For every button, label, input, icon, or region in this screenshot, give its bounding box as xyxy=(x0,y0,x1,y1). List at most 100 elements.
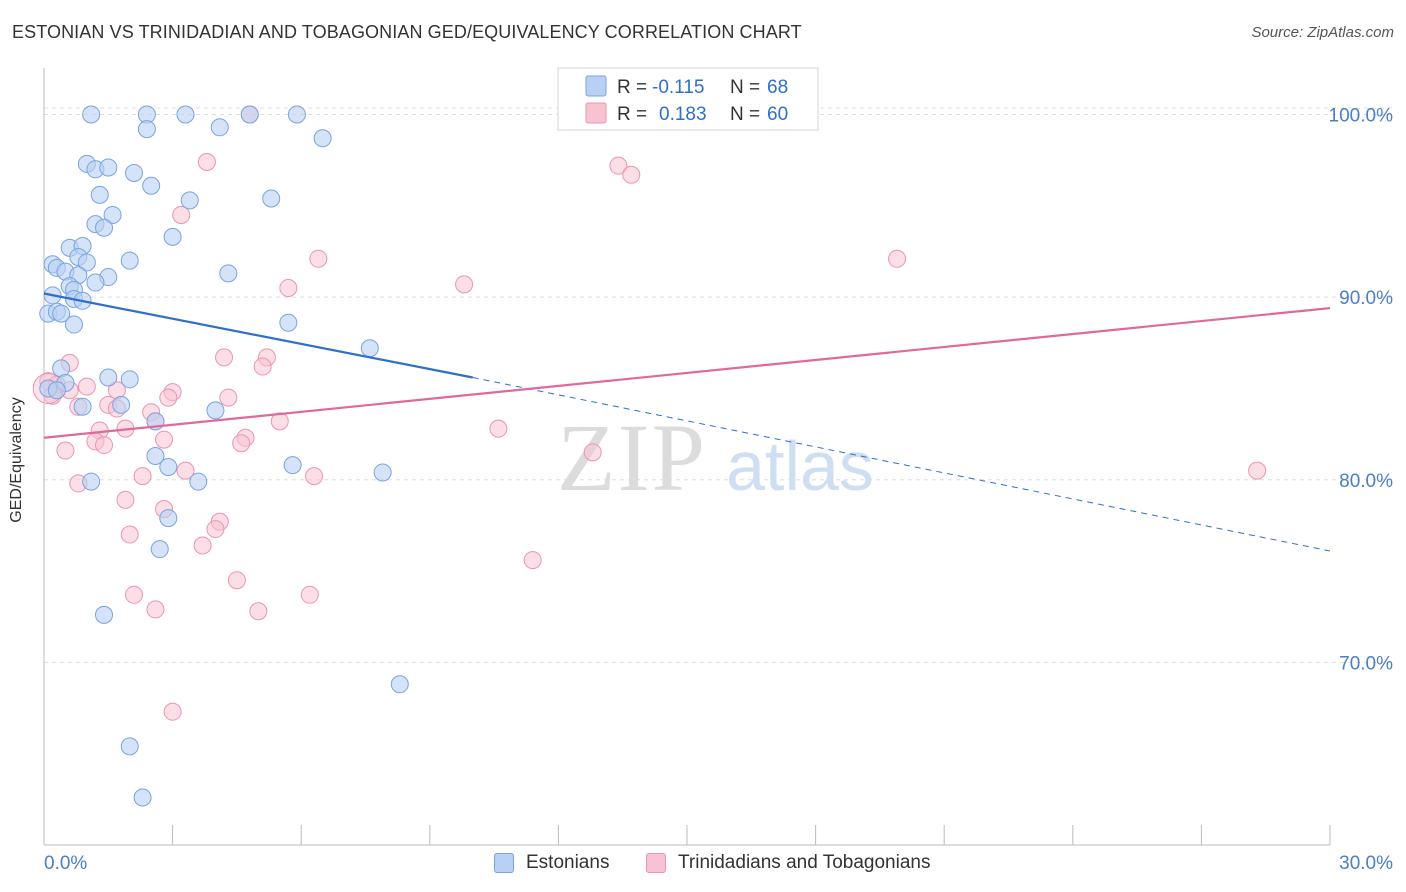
legend-r-value-2: 0.183 xyxy=(659,104,707,125)
point-estonians-30 xyxy=(219,264,238,283)
legend-r-label-1: R = xyxy=(617,77,647,98)
point-estonians-50 xyxy=(112,395,131,414)
point-estonians-56 xyxy=(82,472,101,491)
legend-label-trinidadians: Trinidadians and Tobagonians xyxy=(678,852,931,873)
point-estonians-64 xyxy=(133,788,152,807)
point-trinidadians-34 xyxy=(95,436,114,455)
point-estonians-51 xyxy=(206,401,225,420)
legend-label-estonians: Estonians xyxy=(526,852,610,873)
legend-swatch-blue xyxy=(494,853,514,873)
point-trinidadians-37 xyxy=(583,443,602,462)
trend-trinidadians xyxy=(43,307,1331,439)
y-tick-label-2: 90.0% xyxy=(1339,288,1393,309)
legend-n-value-1: 68 xyxy=(767,77,788,98)
point-trinidadians-49 xyxy=(523,551,542,570)
trend-estonians-dashed xyxy=(472,377,1331,552)
point-estonians-2 xyxy=(176,105,195,124)
watermark-zip: ZIP xyxy=(557,404,707,511)
point-estonians-14 xyxy=(180,191,199,210)
point-trinidadians-12 xyxy=(253,357,272,376)
point-estonians-55 xyxy=(283,456,302,475)
point-trinidadians-8 xyxy=(455,275,474,294)
point-estonians-42 xyxy=(360,339,379,358)
point-trinidadians-40 xyxy=(133,467,152,486)
legend-r-label-2: R = xyxy=(617,104,647,125)
point-estonians-7 xyxy=(313,129,332,148)
point-estonians-3 xyxy=(240,105,259,124)
point-trinidadians-35 xyxy=(232,434,251,453)
point-estonians-15 xyxy=(262,189,281,208)
trend-estonians-solid xyxy=(43,292,473,379)
point-trinidadians-36 xyxy=(56,441,75,460)
point-estonians-33 xyxy=(86,273,105,292)
source-credit: Source: ZipAtlas.com xyxy=(1251,24,1394,41)
point-estonians-13 xyxy=(90,185,109,204)
point-trinidadians-4 xyxy=(172,205,191,224)
point-estonians-41 xyxy=(279,313,298,332)
legend-item-estonians: Estonians xyxy=(494,852,609,874)
point-estonians-45 xyxy=(120,370,139,389)
watermark: ZIP atlas xyxy=(557,404,874,511)
point-trinidadians-51 xyxy=(125,585,144,604)
point-trinidadians-55 xyxy=(163,702,182,721)
y-tick-label-3: 100.0% xyxy=(1329,106,1394,127)
point-estonians-23 xyxy=(77,253,96,272)
point-trinidadians-42 xyxy=(1248,461,1267,480)
point-trinidadians-6 xyxy=(888,249,907,268)
point-trinidadians-27 xyxy=(270,412,289,431)
legend-swatch-pink xyxy=(646,853,666,873)
point-trinidadians-2 xyxy=(609,156,628,175)
point-estonians-54 xyxy=(159,457,178,476)
series-legend: Estonians Trinidadians and Tobagonians xyxy=(0,852,1406,878)
series-estonians-points xyxy=(39,105,409,807)
point-trinidadians-52 xyxy=(300,585,319,604)
point-estonians-10 xyxy=(99,158,118,177)
y-tick-label-0: 70.0% xyxy=(1339,653,1393,674)
x-tick-label-1: 30.0% xyxy=(1339,853,1393,874)
point-trinidadians-10 xyxy=(215,348,234,367)
point-estonians-62 xyxy=(390,675,409,694)
point-estonians-24 xyxy=(120,251,139,270)
point-trinidadians-53 xyxy=(146,600,165,619)
point-trinidadians-39 xyxy=(305,467,324,486)
point-estonians-59 xyxy=(159,509,178,528)
point-estonians-12 xyxy=(142,176,161,195)
point-estonians-61 xyxy=(95,605,114,624)
point-estonians-19 xyxy=(163,227,182,246)
point-trinidadians-33 xyxy=(489,419,508,438)
legend-item-trinidadians: Trinidadians and Tobagonians xyxy=(646,852,930,874)
gridlines xyxy=(44,107,1392,663)
point-trinidadians-38 xyxy=(176,461,195,480)
point-estonians-16 xyxy=(103,205,122,224)
point-trinidadians-5 xyxy=(309,249,328,268)
y-tick-label-1: 80.0% xyxy=(1339,471,1393,492)
point-trinidadians-47 xyxy=(120,525,139,544)
trend-lines xyxy=(43,292,1331,552)
point-trinidadians-46 xyxy=(206,520,225,539)
point-estonians-58 xyxy=(373,463,392,482)
point-trinidadians-31 xyxy=(155,430,174,449)
point-estonians-49 xyxy=(73,397,92,416)
legend-swatch-estonians xyxy=(585,75,607,97)
legend-n-label-2: N = xyxy=(730,104,760,125)
point-estonians-48 xyxy=(47,381,66,400)
tick-labels: 70.0% 80.0% 90.0% 100.0% 0.0% 30.0% xyxy=(44,106,1393,874)
legend-n-value-2: 60 xyxy=(767,104,788,125)
point-estonians-60 xyxy=(150,540,169,559)
axes xyxy=(43,68,1331,846)
point-estonians-44 xyxy=(99,368,118,387)
watermark-atlas: atlas xyxy=(726,427,874,505)
point-estonians-5 xyxy=(137,120,156,139)
point-estonians-40 xyxy=(65,315,84,334)
point-estonians-18 xyxy=(95,218,114,237)
point-trinidadians-50 xyxy=(227,571,246,590)
point-estonians-0 xyxy=(82,105,101,124)
point-trinidadians-20 xyxy=(159,388,178,407)
point-trinidadians-43 xyxy=(116,490,135,509)
point-trinidadians-7 xyxy=(279,279,298,298)
legend-r-value-1: -0.115 xyxy=(652,77,704,98)
legend-swatch-trinidadians xyxy=(585,102,607,124)
point-estonians-6 xyxy=(210,118,229,137)
point-trinidadians-54 xyxy=(249,602,268,621)
